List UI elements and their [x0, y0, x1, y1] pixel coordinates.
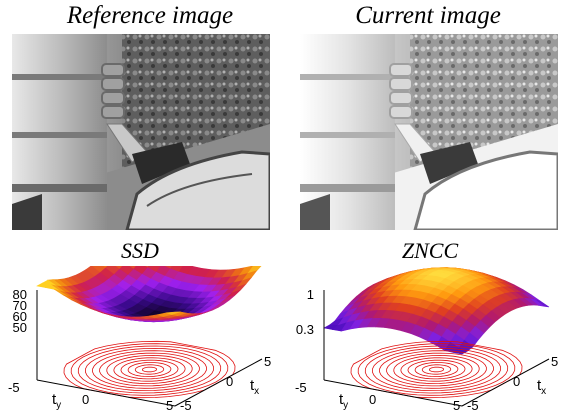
zncc-contour-line	[350, 340, 523, 399]
ssd-contour-line	[127, 362, 172, 377]
ssd-contour-line	[70, 343, 229, 396]
zncc-contour-line	[421, 364, 452, 375]
zncc-y-tick: 0	[513, 374, 520, 389]
zncc-contour-line	[393, 354, 480, 385]
ssd-y-tick: -5	[180, 398, 192, 410]
ssd-contour-line	[99, 352, 200, 387]
ssd-x-tick: -5	[8, 380, 20, 395]
current-image	[300, 34, 558, 230]
ssd-x-tick: 5	[166, 398, 173, 410]
ssd-contour-line	[77, 345, 222, 394]
zncc-contour-line	[400, 357, 473, 382]
ssd-surface-plot: 80 70 60 50 -5 0 5 5 0 -5 ty tx	[8, 266, 271, 410]
current-image-title: Current image	[355, 2, 501, 29]
zncc-contour-line	[379, 350, 494, 389]
zncc-y-tick: -5	[467, 398, 479, 410]
zncc-y-label: tx	[537, 377, 546, 397]
zncc-contour-line	[414, 362, 459, 377]
zncc-contour-line	[371, 347, 502, 392]
zncc-contour-base	[350, 340, 523, 399]
ssd-z-tick: 60	[13, 309, 27, 324]
ssd-contour-line	[63, 340, 236, 399]
zncc-contour-line	[407, 359, 466, 380]
ssd-z-tick: 50	[13, 320, 27, 335]
ssd-contour-line	[92, 350, 207, 389]
ssd-surface-patch	[102, 266, 109, 269]
reference-image-title: Reference image	[66, 2, 234, 29]
ssd-y-tick: 0	[226, 374, 233, 389]
zncc-y-tick: 5	[551, 354, 558, 369]
zncc-x-tick: 5	[453, 398, 460, 410]
zncc-x-tick: -5	[295, 380, 307, 395]
ssd-y-tick: 5	[264, 354, 271, 369]
ssd-contour-base	[63, 340, 236, 399]
ssd-z-tick: 80	[13, 287, 27, 302]
zncc-x-label: ty	[339, 391, 348, 410]
reference-image	[12, 34, 270, 230]
zncc-z-tick: 0.3	[296, 322, 314, 337]
zncc-contour-line	[428, 366, 445, 373]
ssd-contour-line	[120, 359, 179, 380]
ssd-z-tick: 70	[13, 298, 27, 313]
ssd-x-tick: 0	[82, 392, 89, 407]
zncc-x-tick: 0	[369, 392, 376, 407]
ssd-contour-line	[141, 366, 158, 373]
ssd-x-label: ty	[52, 391, 61, 410]
ssd-contour-line	[106, 354, 193, 385]
ssd-axes	[36, 290, 263, 407]
ssd-contour-line	[113, 357, 186, 382]
ssd-y-label: tx	[250, 377, 259, 397]
zncc-surface-plot: 1 0.3 -5 0 5 5 0 -5 ty tx	[295, 267, 558, 410]
ssd-plot-title: SSD	[121, 238, 159, 263]
ssd-surface-patch	[166, 311, 181, 315]
zncc-axes	[323, 290, 550, 407]
zncc-z-tick: 1	[307, 287, 314, 302]
zncc-plot-title: ZNCC	[401, 238, 459, 263]
ssd-contour-line	[134, 364, 165, 375]
ssd-contour-line	[84, 347, 215, 392]
zncc-contour-line	[364, 345, 509, 394]
ssd-surface	[36, 266, 262, 323]
zncc-surface	[323, 267, 550, 355]
zncc-contour-line	[357, 343, 516, 396]
zncc-contour-line	[386, 352, 487, 387]
